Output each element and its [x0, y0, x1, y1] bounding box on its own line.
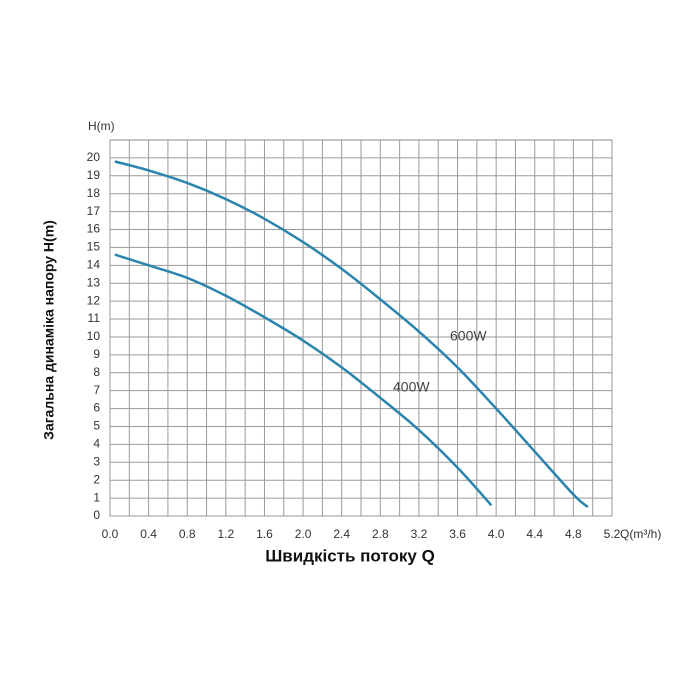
- y-tick-label: 20: [87, 150, 101, 164]
- y-tick-label: 16: [87, 222, 101, 236]
- x-tick-label: 2.8: [372, 527, 389, 541]
- y-tick-label: 9: [93, 347, 100, 361]
- y-tick-label: 3: [93, 454, 100, 468]
- x-tick-label: 3.6: [449, 527, 466, 541]
- y-tick-label: 18: [87, 186, 101, 200]
- x-tick-label: 0.0: [102, 527, 119, 541]
- x-tick-label: 1.6: [256, 527, 273, 541]
- y-title: Загальна динаміка напору H(m): [41, 220, 57, 440]
- y-tick-label: 13: [87, 275, 101, 289]
- y-tick-label: 15: [87, 240, 101, 254]
- x-tick-label: 2.0: [295, 527, 312, 541]
- series-label: 400W: [393, 379, 430, 395]
- x-tick-label: 1.2: [218, 527, 235, 541]
- y-tick-label: 14: [87, 258, 101, 272]
- y-axis-unit: H(m): [88, 119, 115, 133]
- y-tick-label: 6: [93, 401, 100, 415]
- y-tick-label: 10: [87, 329, 101, 343]
- y-tick-label: 0: [93, 508, 100, 522]
- y-tick-label: 4: [93, 437, 100, 451]
- y-tick-label: 12: [87, 293, 101, 307]
- x-tick-label: 4.8: [565, 527, 582, 541]
- y-tick-label: 19: [87, 168, 101, 182]
- y-tick-label: 1: [93, 490, 100, 504]
- x-axis-unit: Q(m³/h): [620, 527, 661, 541]
- x-title: Швидкість потоку Q: [265, 546, 435, 565]
- y-tick-label: 7: [93, 383, 100, 397]
- curve: [114, 160, 589, 509]
- x-tick-label: 0.4: [140, 527, 157, 541]
- x-tick-label: 5.2: [604, 527, 621, 541]
- y-tick-label: 2: [93, 472, 100, 486]
- y-tick-label: 17: [87, 204, 101, 218]
- y-tick-label: 5: [93, 419, 100, 433]
- x-tick-label: 0.8: [179, 527, 196, 541]
- x-tick-label: 3.2: [411, 527, 428, 541]
- curve: [114, 253, 493, 507]
- x-tick-label: 4.0: [488, 527, 505, 541]
- y-tick-label: 8: [93, 365, 100, 379]
- series-label: 600W: [450, 328, 487, 344]
- x-tick-label: 2.4: [333, 527, 350, 541]
- y-tick-label: 11: [88, 311, 101, 325]
- x-tick-label: 4.4: [526, 527, 543, 541]
